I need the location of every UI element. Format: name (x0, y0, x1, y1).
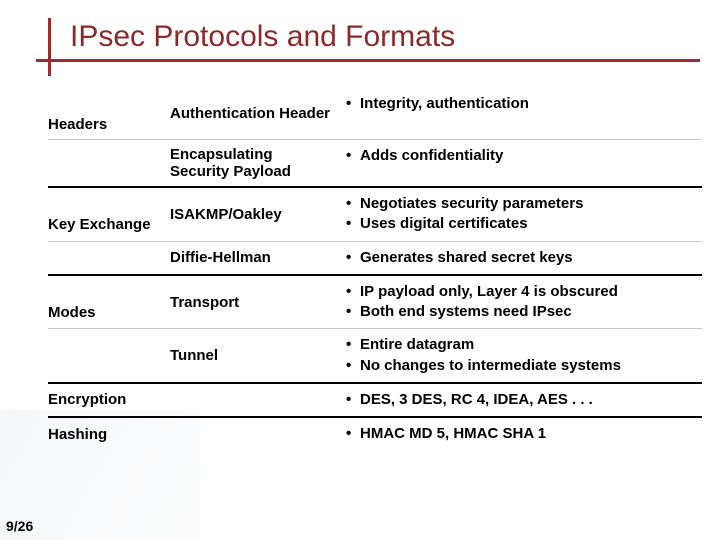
bullet-item: Entire datagram (346, 335, 698, 355)
bullet-item: Uses digital certificates (346, 214, 698, 234)
table-row: ModesTransportIP payload only, Layer 4 i… (48, 276, 702, 330)
category-cell: Key Exchange (48, 188, 166, 241)
description-cell: Entire datagramNo changes to intermediat… (338, 329, 702, 382)
table-row: Key ExchangeISAKMP/OakleyNegotiates secu… (48, 188, 702, 242)
slide-title: IPsec Protocols and Formats (36, 20, 700, 54)
bullet-item: Negotiates security parameters (346, 194, 698, 214)
category-cell: Modes (48, 276, 166, 329)
protocol-cell: Transport (166, 276, 338, 329)
description-cell: IP payload only, Layer 4 is obscuredBoth… (338, 276, 702, 329)
description-cell: Negotiates security parametersUses digit… (338, 188, 702, 241)
category-cell (48, 329, 166, 382)
description-cell: Integrity, authentication (338, 88, 702, 139)
bullet-item: Generates shared secret keys (346, 248, 698, 268)
bullet-item: HMAC MD 5, HMAC SHA 1 (346, 424, 698, 444)
category-cell (48, 140, 166, 186)
table-row: TunnelEntire datagramNo changes to inter… (48, 329, 702, 382)
description-cell: HMAC MD 5, HMAC SHA 1 (338, 418, 702, 450)
bullet-item: IP payload only, Layer 4 is obscured (346, 282, 698, 302)
bullet-item: DES, 3 DES, RC 4, IDEA, AES . . . (346, 390, 698, 410)
bullet-item: Integrity, authentication (346, 94, 698, 114)
content-area: Headers Authentication Header Integrity, a… (48, 88, 702, 530)
protocol-cell: Encapsulating Security Payload (166, 140, 338, 186)
page-number: 9/26 (6, 518, 33, 534)
bullet-item: Both end systems need IPsec (346, 302, 698, 322)
bullet-item: No changes to intermediate systems (346, 356, 698, 376)
protocol-cell: Diffie-Hellman (166, 242, 338, 274)
protocol-cell: Tunnel (166, 329, 338, 382)
table-row: Encryption DES, 3 DES, RC 4, IDEA, AES . … (48, 384, 702, 416)
category-cell: Headers (48, 88, 166, 139)
category-label: Hashing (48, 426, 107, 443)
bullet-item: Adds confidentiality (346, 146, 698, 166)
table-row: Headers Authentication Header Integrity, a… (48, 88, 702, 140)
table-row: Encapsulating Security Payload Adds confi… (48, 140, 702, 186)
protocol-cell: ISAKMP/Oakley (166, 188, 338, 241)
table-row: Hashing HMAC MD 5, HMAC SHA 1 (48, 418, 702, 450)
category-cell (48, 242, 166, 274)
category-cell: Encryption (48, 384, 166, 416)
title-bar: IPsec Protocols and Formats (36, 20, 700, 62)
description-cell: Generates shared secret keys (338, 242, 702, 274)
category-label: Key Exchange (48, 216, 151, 233)
category-label: Encryption (48, 391, 126, 408)
protocol-cell (166, 418, 338, 450)
category-cell: Hashing (48, 418, 166, 450)
category-label: Headers (48, 116, 107, 133)
description-cell: Adds confidentiality (338, 140, 702, 186)
table-row: Diffie-Hellman Generates shared secret ke… (48, 242, 702, 274)
protocol-cell (166, 384, 338, 416)
category-label: Modes (48, 304, 96, 321)
description-cell: DES, 3 DES, RC 4, IDEA, AES . . . (338, 384, 702, 416)
protocol-cell: Authentication Header (166, 88, 338, 139)
